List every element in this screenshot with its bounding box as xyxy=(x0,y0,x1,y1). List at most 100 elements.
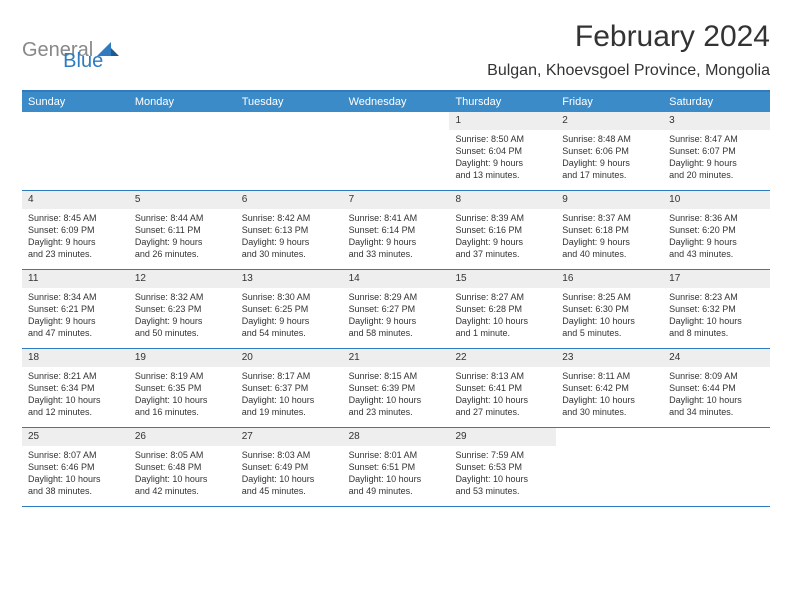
day-sunrise: Sunrise: 8:36 AM xyxy=(669,212,764,224)
day-number: 26 xyxy=(129,428,236,446)
day-sunrise: Sunrise: 8:15 AM xyxy=(349,370,444,382)
day-number: 1 xyxy=(449,112,556,130)
day-header-thu: Thursday xyxy=(449,92,556,112)
day-daylight2: and 42 minutes. xyxy=(135,485,230,497)
day-daylight1: Daylight: 9 hours xyxy=(669,236,764,248)
day-cell xyxy=(663,428,770,506)
day-content: Sunrise: 8:21 AMSunset: 6:34 PMDaylight:… xyxy=(22,367,129,425)
day-daylight2: and 38 minutes. xyxy=(28,485,123,497)
day-daylight1: Daylight: 9 hours xyxy=(455,157,550,169)
day-daylight1: Daylight: 10 hours xyxy=(562,394,657,406)
day-daylight1: Daylight: 10 hours xyxy=(28,473,123,485)
day-number: 23 xyxy=(556,349,663,367)
day-number: 19 xyxy=(129,349,236,367)
day-content: Sunrise: 8:23 AMSunset: 6:32 PMDaylight:… xyxy=(663,288,770,346)
day-daylight2: and 26 minutes. xyxy=(135,248,230,260)
day-daylight2: and 30 minutes. xyxy=(242,248,337,260)
day-sunset: Sunset: 6:46 PM xyxy=(28,461,123,473)
day-number: 28 xyxy=(343,428,450,446)
day-number: 8 xyxy=(449,191,556,209)
day-cell: 26Sunrise: 8:05 AMSunset: 6:48 PMDayligh… xyxy=(129,428,236,506)
day-cell: 15Sunrise: 8:27 AMSunset: 6:28 PMDayligh… xyxy=(449,270,556,348)
day-sunset: Sunset: 6:21 PM xyxy=(28,303,123,315)
month-title: February 2024 xyxy=(487,20,770,54)
day-number: 4 xyxy=(22,191,129,209)
day-sunrise: Sunrise: 8:41 AM xyxy=(349,212,444,224)
logo-text-blue: Blue xyxy=(63,50,103,73)
day-sunset: Sunset: 6:06 PM xyxy=(562,145,657,157)
day-sunset: Sunset: 6:27 PM xyxy=(349,303,444,315)
day-daylight1: Daylight: 10 hours xyxy=(242,394,337,406)
day-cell: 4Sunrise: 8:45 AMSunset: 6:09 PMDaylight… xyxy=(22,191,129,269)
day-cell xyxy=(556,428,663,506)
day-cell: 23 Sunrise: 8:11 AMSunset: 6:42 PMDayligh… xyxy=(556,349,663,427)
day-daylight2: and 19 minutes. xyxy=(242,406,337,418)
day-cell: 18Sunrise: 8:21 AMSunset: 6:34 PMDayligh… xyxy=(22,349,129,427)
day-content: Sunrise: 8:32 AMSunset: 6:23 PMDaylight:… xyxy=(129,288,236,346)
day-sunrise: Sunrise: 8:50 AM xyxy=(455,133,550,145)
day-daylight1: Daylight: 10 hours xyxy=(455,394,550,406)
day-daylight2: and 13 minutes. xyxy=(455,169,550,181)
day-sunset: Sunset: 6:35 PM xyxy=(135,382,230,394)
day-cell: 2Sunrise: 8:48 AMSunset: 6:06 PMDaylight… xyxy=(556,112,663,190)
day-cell: 17Sunrise: 8:23 AMSunset: 6:32 PMDayligh… xyxy=(663,270,770,348)
day-daylight1: Daylight: 9 hours xyxy=(242,236,337,248)
day-daylight1: Daylight: 10 hours xyxy=(349,394,444,406)
day-daylight2: and 34 minutes. xyxy=(669,406,764,418)
day-cell: 5Sunrise: 8:44 AMSunset: 6:11 PMDaylight… xyxy=(129,191,236,269)
day-daylight2: and 27 minutes. xyxy=(455,406,550,418)
day-cell: 10Sunrise: 8:36 AMSunset: 6:20 PMDayligh… xyxy=(663,191,770,269)
day-sunrise: Sunrise: 8:48 AM xyxy=(562,133,657,145)
day-number: 11 xyxy=(22,270,129,288)
day-daylight2: and 45 minutes. xyxy=(242,485,337,497)
day-content: Sunrise: 8:19 AMSunset: 6:35 PMDaylight:… xyxy=(129,367,236,425)
day-sunset: Sunset: 6:41 PM xyxy=(455,382,550,394)
day-daylight1: Daylight: 10 hours xyxy=(562,315,657,327)
calendar: Sunday Monday Tuesday Wednesday Thursday… xyxy=(22,90,770,507)
day-number: 15 xyxy=(449,270,556,288)
day-daylight1: Daylight: 10 hours xyxy=(135,473,230,485)
day-daylight2: and 58 minutes. xyxy=(349,327,444,339)
day-cell: 21Sunrise: 8:15 AMSunset: 6:39 PMDayligh… xyxy=(343,349,450,427)
header: General Blue February 2024 Bulgan, Khoev… xyxy=(22,20,770,80)
day-daylight2: and 50 minutes. xyxy=(135,327,230,339)
day-sunset: Sunset: 6:37 PM xyxy=(242,382,337,394)
day-sunrise: Sunrise: 8:27 AM xyxy=(455,291,550,303)
day-number: 21 xyxy=(343,349,450,367)
week-row: 25Sunrise: 8:07 AMSunset: 6:46 PMDayligh… xyxy=(22,428,770,507)
day-content: Sunrise: 8:50 AMSunset: 6:04 PMDaylight:… xyxy=(449,130,556,188)
day-daylight1: Daylight: 10 hours xyxy=(669,394,764,406)
day-sunset: Sunset: 6:42 PM xyxy=(562,382,657,394)
day-content: Sunrise: 8:15 AMSunset: 6:39 PMDaylight:… xyxy=(343,367,450,425)
day-sunset: Sunset: 6:44 PM xyxy=(669,382,764,394)
day-content: Sunrise: 8:03 AMSunset: 6:49 PMDaylight:… xyxy=(236,446,343,504)
day-sunrise: Sunrise: 8:11 AM xyxy=(562,370,657,382)
day-header-mon: Monday xyxy=(129,92,236,112)
week-row: 4Sunrise: 8:45 AMSunset: 6:09 PMDaylight… xyxy=(22,191,770,270)
day-daylight1: Daylight: 10 hours xyxy=(669,315,764,327)
day-sunrise: Sunrise: 8:44 AM xyxy=(135,212,230,224)
day-daylight2: and 16 minutes. xyxy=(135,406,230,418)
day-cell: 6Sunrise: 8:42 AMSunset: 6:13 PMDaylight… xyxy=(236,191,343,269)
day-sunset: Sunset: 6:20 PM xyxy=(669,224,764,236)
day-content: Sunrise: 8:01 AMSunset: 6:51 PMDaylight:… xyxy=(343,446,450,504)
day-header-fri: Friday xyxy=(556,92,663,112)
day-number: 25 xyxy=(22,428,129,446)
day-daylight2: and 54 minutes. xyxy=(242,327,337,339)
day-sunrise: Sunrise: 8:21 AM xyxy=(28,370,123,382)
day-sunset: Sunset: 6:53 PM xyxy=(455,461,550,473)
day-daylight1: Daylight: 10 hours xyxy=(242,473,337,485)
day-cell xyxy=(22,112,129,190)
day-sunset: Sunset: 6:14 PM xyxy=(349,224,444,236)
day-daylight1: Daylight: 10 hours xyxy=(349,473,444,485)
day-cell: 22Sunrise: 8:13 AMSunset: 6:41 PMDayligh… xyxy=(449,349,556,427)
day-daylight1: Daylight: 9 hours xyxy=(135,236,230,248)
day-sunrise: Sunrise: 8:09 AM xyxy=(669,370,764,382)
day-sunrise: Sunrise: 8:32 AM xyxy=(135,291,230,303)
day-sunrise: Sunrise: 8:17 AM xyxy=(242,370,337,382)
day-sunset: Sunset: 6:09 PM xyxy=(28,224,123,236)
day-sunrise: Sunrise: 7:59 AM xyxy=(455,449,550,461)
day-sunset: Sunset: 6:18 PM xyxy=(562,224,657,236)
day-cell xyxy=(343,112,450,190)
day-sunset: Sunset: 6:39 PM xyxy=(349,382,444,394)
